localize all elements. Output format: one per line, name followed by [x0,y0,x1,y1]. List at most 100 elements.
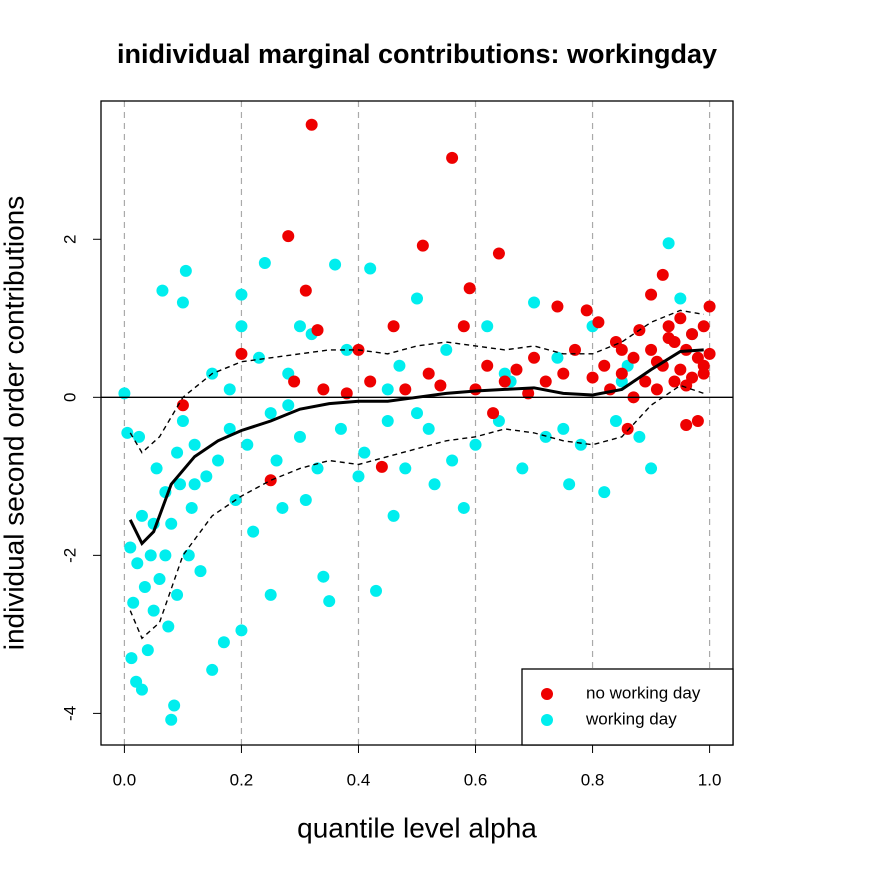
x-tick-label: 0.2 [230,770,254,789]
point [440,343,453,356]
point [223,422,236,435]
point [188,438,201,451]
point [168,699,181,712]
point [674,292,687,305]
point [305,118,318,131]
point [194,565,207,578]
y-tick-label: -4 [60,706,79,721]
point [592,316,605,329]
point [528,351,541,364]
point [446,454,459,467]
point [481,359,494,372]
point [282,230,295,243]
point [422,422,435,435]
point [235,347,248,360]
point [522,387,535,400]
point [235,320,248,333]
y-tick-label: 2 [60,235,79,244]
point [539,375,552,388]
point [539,430,552,443]
point [334,422,347,435]
x-tick-label: 0.4 [347,770,371,789]
point [615,367,628,380]
point [416,239,429,252]
band-line [129,309,704,454]
point [609,415,622,428]
point [428,478,441,491]
point [481,320,494,333]
point [645,343,658,356]
point [153,573,166,586]
point [131,557,144,570]
point [563,478,576,491]
point [697,320,710,333]
point [270,454,283,467]
point [569,343,581,356]
legend-box [521,668,734,746]
point [150,462,163,475]
point [141,644,154,657]
point [498,375,511,388]
point [241,438,254,451]
point [615,343,628,356]
point [411,407,423,420]
point [182,549,195,562]
point [510,363,523,376]
point [299,284,312,297]
point [422,367,435,380]
point [411,292,423,305]
point [176,415,189,428]
point [223,383,236,396]
point [633,430,646,443]
point [264,407,277,420]
y-axis-title: individual second order contributions [0,196,29,651]
point [621,422,634,435]
point [235,624,248,637]
point [434,379,447,392]
point [574,438,587,451]
point [135,509,148,522]
mean-line [128,348,704,547]
point [264,474,277,487]
point [387,509,400,522]
y-tick-label: -2 [60,548,79,563]
point [340,343,353,356]
y-tick-label: 0 [60,393,79,402]
point [144,549,157,562]
point [691,415,704,428]
point [399,383,412,396]
chart-title: inidividual marginal contributions: work… [117,39,717,69]
point [364,375,377,388]
point [165,713,178,726]
point [358,446,371,459]
point [127,596,140,609]
point [258,256,271,269]
point [188,478,201,491]
point [247,525,260,538]
point [662,320,675,333]
point [364,262,377,275]
point [282,399,295,412]
point [457,320,470,333]
point [697,359,710,372]
band-line [129,384,704,640]
point [200,470,213,483]
point [165,517,178,530]
point [135,683,148,696]
point [340,387,353,400]
x-axis-title: quantile level alpha [297,812,537,843]
point [293,430,306,443]
x-tick-label: 1.0 [698,770,722,789]
point [125,652,138,665]
point [352,470,365,483]
point [703,300,716,313]
point [381,383,394,396]
point [174,478,186,491]
point [557,367,570,380]
point [551,300,564,313]
point [217,636,230,649]
point [668,375,681,388]
x-tick-label: 0.0 [113,770,137,789]
point [253,351,265,364]
point [159,549,172,562]
